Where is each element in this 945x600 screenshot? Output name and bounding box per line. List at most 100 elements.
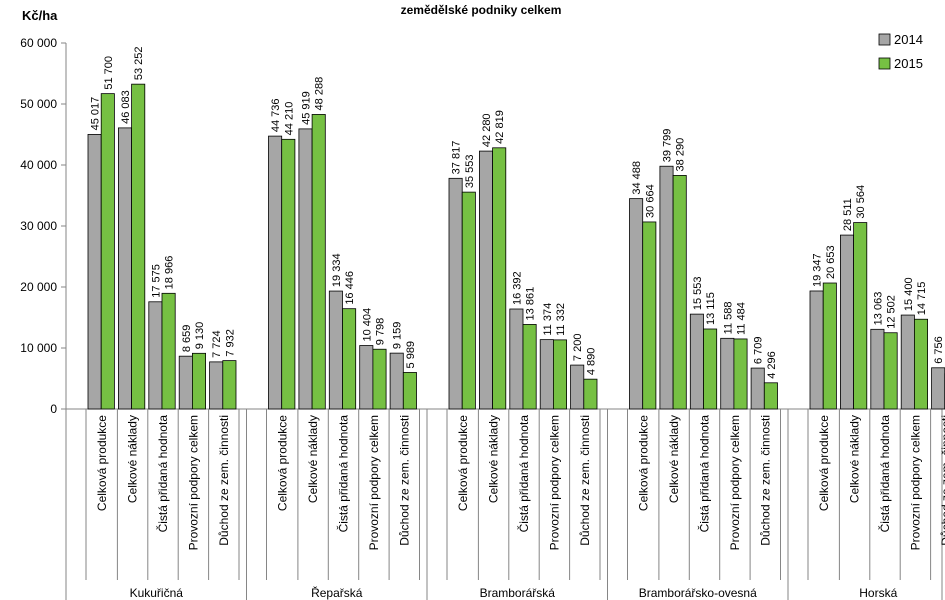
- data-label: 7 724: [211, 330, 223, 358]
- data-label: 45 919: [301, 91, 313, 125]
- group-label: Bramborářsko-ovesná: [639, 586, 757, 600]
- bar-2015: [883, 332, 898, 410]
- bar-2014: [840, 234, 855, 410]
- legend: 2014 2015: [878, 32, 923, 71]
- category-labels: Celková produkce Celkové náklady Čistá při…: [95, 415, 945, 600]
- data-label: 30 564: [855, 185, 867, 219]
- data-label: 46 083: [120, 90, 132, 124]
- category-label: Provozní podpory celkem: [547, 415, 561, 550]
- bar-2015: [461, 191, 476, 410]
- data-label: 19 347: [812, 253, 824, 287]
- bar-2014: [478, 150, 493, 410]
- bar-2014: [900, 314, 915, 410]
- group-label: Řepařská: [311, 585, 363, 600]
- category-label: Celková produkce: [95, 415, 109, 511]
- bar-2014: [689, 313, 704, 410]
- data-label: 17 575: [150, 264, 162, 298]
- data-label: 48 288: [314, 77, 326, 111]
- bar-2015: [763, 382, 778, 410]
- bar-2014: [720, 337, 735, 410]
- category-label: Celkové náklady: [126, 415, 140, 503]
- legend-swatch-2015: [878, 57, 891, 70]
- data-label: 16 446: [344, 271, 356, 305]
- bar-2015: [342, 308, 357, 410]
- category-label: Celková produkce: [817, 415, 831, 511]
- category-label: Provozní podpory celkem: [367, 415, 381, 550]
- data-label: 34 488: [631, 161, 643, 195]
- bar-2015: [281, 138, 296, 410]
- data-label: 42 280: [481, 113, 493, 147]
- bar-2014: [209, 361, 224, 410]
- bar-2015: [492, 147, 507, 410]
- category-label: Čistá přidaná hodnota: [697, 415, 712, 533]
- data-label: 42 819: [494, 110, 506, 144]
- bar-2015: [583, 378, 598, 410]
- data-label: 28 511: [842, 198, 854, 231]
- group-label: Horská: [859, 586, 897, 600]
- legend-swatch-2014: [878, 33, 891, 46]
- data-label: 38 290: [675, 138, 687, 172]
- bar-2015: [703, 328, 718, 410]
- bar-2014: [359, 345, 374, 410]
- data-label: 51 700: [103, 56, 115, 90]
- bar-2014: [659, 165, 674, 410]
- bar-2014: [539, 339, 554, 410]
- y-tick-label: 0: [50, 402, 57, 416]
- category-label: Důchod ze zem. činnosti: [217, 415, 231, 546]
- category-label: Čistá přidaná hodnota: [155, 415, 170, 533]
- data-label: 8 659: [181, 325, 193, 353]
- category-label: Provozní podpory celkem: [908, 415, 922, 550]
- data-label: 30 664: [644, 184, 656, 218]
- data-label: 15 553: [692, 276, 704, 310]
- bar-2014: [328, 290, 343, 410]
- data-label: 11 484: [736, 302, 748, 335]
- data-label: 20 653: [825, 245, 837, 279]
- data-label: 44 736: [270, 98, 282, 132]
- category-label: Důchod ze zem. činnosti: [578, 415, 592, 546]
- y-axis-unit-label: Kč/ha: [22, 8, 58, 23]
- data-label: 39 799: [662, 129, 674, 163]
- category-label: Celkové náklady: [848, 415, 862, 503]
- data-label: 5 989: [405, 341, 417, 369]
- bar-2015: [100, 93, 115, 410]
- data-label: 13 861: [525, 287, 537, 321]
- category-label: Důchod ze zem. činnosti: [758, 415, 772, 546]
- axes: 0 10 000 20 000 30 000 40 000 50 000 60 000: [20, 36, 943, 600]
- category-label: Čistá přidaná hodnota: [336, 415, 351, 533]
- category-label: Důchod ze zem. činnosti: [939, 415, 945, 546]
- data-label: 15 400: [903, 277, 915, 311]
- bar-2015: [853, 222, 868, 410]
- data-label: 6 756: [933, 336, 945, 364]
- bars: [87, 83, 945, 410]
- bar-2014: [629, 198, 644, 410]
- data-label: 37 817: [451, 141, 463, 175]
- data-label: 6 709: [753, 337, 765, 365]
- category-label: Celková produkce: [276, 415, 290, 511]
- bar-2014: [148, 301, 163, 410]
- data-label: 12 502: [886, 295, 898, 329]
- bar-2015: [191, 352, 206, 410]
- data-label: 45 017: [90, 97, 102, 131]
- y-tick-label: 60 000: [20, 36, 57, 50]
- data-label: 14 715: [916, 282, 928, 316]
- category-label: Důchod ze zem. činnosti: [397, 415, 411, 546]
- category-label: Provozní podpory celkem: [728, 415, 742, 550]
- bar-2015: [672, 175, 687, 410]
- bar-2015: [222, 360, 237, 410]
- category-label: Čistá přidaná hodnota: [877, 415, 892, 533]
- bar-2014: [87, 133, 102, 410]
- category-label: Celková produkce: [456, 415, 470, 511]
- bar-2014: [298, 128, 313, 410]
- data-label: 18 966: [164, 256, 176, 290]
- bar-2014: [750, 367, 765, 410]
- data-label: 11 588: [722, 301, 734, 334]
- y-tick-label: 50 000: [20, 97, 57, 111]
- data-label: 9 159: [392, 322, 404, 350]
- bar-2014: [570, 364, 585, 410]
- group-label: Kukuřičná: [130, 586, 184, 600]
- category-label: Celkové náklady: [667, 415, 681, 503]
- category-label: Celkové náklady: [487, 415, 501, 503]
- data-label: 7 932: [224, 329, 236, 357]
- category-label: Celková produkce: [637, 415, 651, 511]
